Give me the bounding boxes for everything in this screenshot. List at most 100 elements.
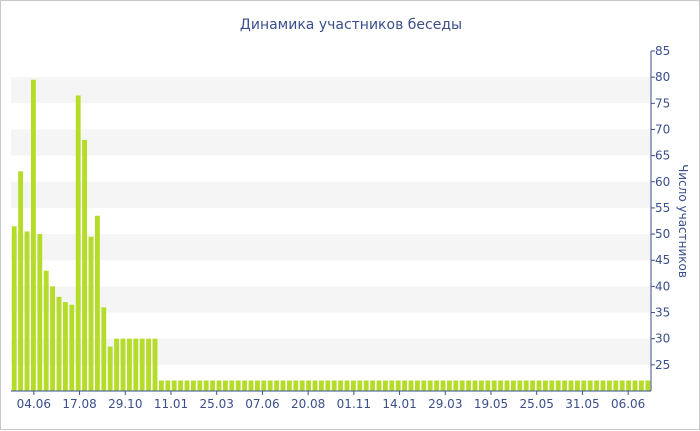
bar bbox=[555, 380, 561, 391]
bar bbox=[408, 380, 414, 391]
grid-band bbox=[11, 286, 651, 313]
bar bbox=[101, 307, 107, 391]
bar bbox=[165, 380, 171, 391]
bar bbox=[178, 380, 184, 391]
bar bbox=[286, 380, 292, 391]
bar bbox=[222, 380, 228, 391]
bar bbox=[30, 79, 36, 392]
bar bbox=[402, 380, 408, 391]
bar bbox=[370, 380, 376, 391]
bar bbox=[210, 380, 216, 391]
bar bbox=[126, 338, 132, 391]
x-tick-label: 29.03 bbox=[428, 397, 462, 411]
bar bbox=[120, 338, 126, 391]
y-tick-label: 70 bbox=[655, 122, 670, 136]
bar bbox=[56, 296, 62, 391]
y-tick-label: 30 bbox=[655, 332, 670, 346]
bar bbox=[498, 380, 504, 391]
bar bbox=[325, 380, 331, 391]
bar bbox=[69, 304, 75, 391]
bar bbox=[485, 380, 491, 391]
bar bbox=[376, 380, 382, 391]
bar bbox=[530, 380, 536, 391]
grid-band bbox=[11, 234, 651, 261]
bar bbox=[139, 338, 145, 391]
bar bbox=[459, 380, 465, 391]
bar bbox=[43, 270, 49, 391]
bar bbox=[344, 380, 350, 391]
bar bbox=[152, 338, 158, 391]
bar bbox=[600, 380, 606, 391]
y-tick-label: 55 bbox=[655, 201, 670, 215]
grid-bands bbox=[11, 77, 651, 365]
x-tick-label: 29.10 bbox=[108, 397, 142, 411]
y-axis-title: Число участников bbox=[676, 164, 690, 278]
bar bbox=[107, 346, 113, 391]
x-ticks-group: 04.06 17.08 29.10 11.01 25.03 07.06 20.08 01.11… bbox=[17, 391, 645, 411]
bar bbox=[549, 380, 555, 391]
bar bbox=[184, 380, 190, 391]
bar bbox=[517, 380, 523, 391]
y-tick-label: 85 bbox=[655, 44, 670, 58]
y-tick-label: 75 bbox=[655, 96, 670, 110]
axes-group bbox=[11, 51, 652, 392]
bar bbox=[299, 380, 305, 391]
bar bbox=[453, 380, 459, 391]
x-tick-label: 20.08 bbox=[291, 397, 325, 411]
chart-title: Динамика участников беседы bbox=[240, 17, 462, 33]
bar bbox=[619, 380, 625, 391]
bar bbox=[331, 380, 337, 391]
bars-group bbox=[11, 79, 651, 392]
bar bbox=[88, 236, 94, 391]
x-tick-label: 04.06 bbox=[17, 397, 51, 411]
bar bbox=[587, 380, 593, 391]
bar bbox=[216, 380, 222, 391]
bar bbox=[82, 139, 88, 391]
bar bbox=[37, 234, 43, 391]
bar bbox=[427, 380, 433, 391]
bar bbox=[478, 380, 484, 391]
bar bbox=[338, 380, 344, 391]
grid-band bbox=[11, 129, 651, 156]
y-tick-label: 50 bbox=[655, 227, 670, 241]
bar bbox=[267, 380, 273, 391]
bar bbox=[197, 380, 203, 391]
bar bbox=[382, 380, 388, 391]
y-ticks-group: 25 30 35 40 45 50 55 60 65 70 75 80 85 bbox=[651, 44, 670, 372]
bar bbox=[523, 380, 529, 391]
bar bbox=[75, 95, 81, 392]
y-tick-label: 45 bbox=[655, 253, 670, 267]
bar bbox=[389, 380, 395, 391]
bar bbox=[18, 171, 24, 391]
y-tick-label: 80 bbox=[655, 70, 670, 84]
bar bbox=[421, 380, 427, 391]
bar bbox=[446, 380, 452, 391]
bar bbox=[562, 380, 568, 391]
bar bbox=[280, 380, 286, 391]
bar bbox=[11, 226, 17, 391]
bar bbox=[357, 380, 363, 391]
bar bbox=[568, 380, 574, 391]
x-tick-label: 25.03 bbox=[200, 397, 234, 411]
bar bbox=[491, 380, 497, 391]
x-tick-label: 31.05 bbox=[565, 397, 599, 411]
bar bbox=[613, 380, 619, 391]
y-tick-label: 60 bbox=[655, 175, 670, 189]
bar bbox=[414, 380, 420, 391]
bar bbox=[235, 380, 241, 391]
bar bbox=[536, 380, 542, 391]
bar bbox=[254, 380, 260, 391]
bar bbox=[62, 302, 68, 391]
bar bbox=[274, 380, 280, 391]
bar bbox=[306, 380, 312, 391]
x-tick-label: 06.06 bbox=[611, 397, 645, 411]
grid-band bbox=[11, 338, 651, 365]
grid-band bbox=[11, 77, 651, 104]
bar bbox=[171, 380, 177, 391]
bar bbox=[638, 380, 644, 391]
bar bbox=[293, 380, 299, 391]
y-tick-label: 35 bbox=[655, 306, 670, 320]
grid-band bbox=[11, 181, 651, 208]
